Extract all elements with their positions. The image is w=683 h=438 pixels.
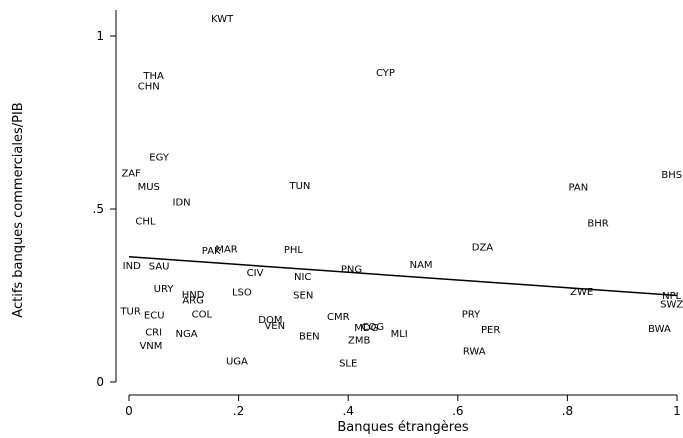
point-label-cog: COG: [362, 322, 385, 333]
y-tick-label: 0: [96, 375, 104, 389]
point-label-png: PNG: [341, 264, 362, 275]
point-label-egy: EGY: [149, 153, 170, 164]
y-axis-ticks: 0.51: [93, 29, 116, 389]
point-label-zaf: ZAF: [121, 169, 141, 180]
point-label-idn: IDN: [173, 198, 191, 209]
point-label-swz: SWZ: [660, 300, 683, 311]
point-label-pry: PRY: [462, 309, 481, 320]
point-label-per: PER: [481, 325, 500, 336]
point-label-hnd: HND: [182, 290, 205, 301]
point-label-rwa: RWA: [463, 346, 486, 357]
point-label-nga: NGA: [176, 329, 198, 340]
point-label-nam: NAM: [410, 260, 433, 271]
point-label-ury: URY: [154, 284, 175, 295]
x-tick-label: .2: [233, 404, 244, 418]
point-label-col: COL: [192, 309, 213, 320]
point-label-pan: PAN: [569, 182, 589, 193]
x-tick-label: .6: [452, 404, 463, 418]
point-label-kwt: KWT: [211, 14, 234, 25]
point-label-pak: PAK: [202, 246, 221, 257]
x-tick-label: 0: [125, 404, 133, 418]
point-label-bwa: BWA: [648, 324, 671, 335]
point-label-cmr: CMR: [327, 312, 350, 323]
point-label-nic: NIC: [294, 272, 311, 283]
x-tick-label: .4: [342, 404, 353, 418]
point-label-cyp: CYP: [376, 68, 395, 79]
point-label-civ: CIV: [247, 268, 264, 279]
point-label-vnm: VNM: [139, 341, 162, 352]
point-label-zmb: ZMB: [348, 335, 370, 346]
y-tick-label: 1: [96, 29, 104, 43]
point-label-ben: BEN: [299, 331, 320, 342]
point-label-zwe: ZWE: [570, 287, 593, 298]
point-label-mdg: MDG: [354, 323, 378, 334]
x-tick-label: 1: [673, 404, 681, 418]
point-label-mus: MUS: [138, 182, 160, 193]
x-axis-ticks: 0 .2 .4 .6 .8 1: [125, 395, 681, 418]
point-label-dom: DOM: [258, 315, 282, 326]
y-tick-label: .5: [93, 202, 104, 216]
point-label-bhr: BHR: [587, 218, 608, 229]
point-label-ven: VEN: [264, 321, 285, 332]
point-label-mar: MAR: [215, 245, 237, 256]
y-axis-title: Actifs banques commerciales/PIB: [11, 102, 26, 317]
point-label-cri: CRI: [145, 327, 162, 338]
point-label-lso: LSO: [232, 288, 252, 299]
point-label-bhs: BHS: [661, 170, 682, 181]
point-label-tha: THA: [142, 71, 164, 82]
point-label-tun: TUN: [289, 181, 311, 192]
point-label-arg: ARG: [182, 295, 204, 306]
point-label-sen: SEN: [293, 290, 313, 301]
point-label-tur: TUR: [119, 307, 140, 318]
point-label-sle: SLE: [339, 358, 357, 369]
point-label-phl: PHL: [284, 245, 304, 256]
fit-line: [128, 255, 678, 297]
point-label-dza: DZA: [472, 243, 494, 254]
point-label-chn: CHN: [138, 82, 160, 93]
point-label-sau: SAU: [149, 262, 170, 273]
point-label-mli: MLI: [391, 329, 408, 340]
point-label-chl: CHL: [135, 217, 156, 228]
point-label-ind: IND: [123, 261, 141, 272]
x-tick-label: .8: [562, 404, 573, 418]
point-label-npl: NPL: [662, 291, 682, 302]
point-label-ecu: ECU: [144, 310, 165, 321]
point-label-uga: UGA: [226, 357, 248, 368]
x-axis-title: Banques étrangères: [337, 420, 468, 435]
